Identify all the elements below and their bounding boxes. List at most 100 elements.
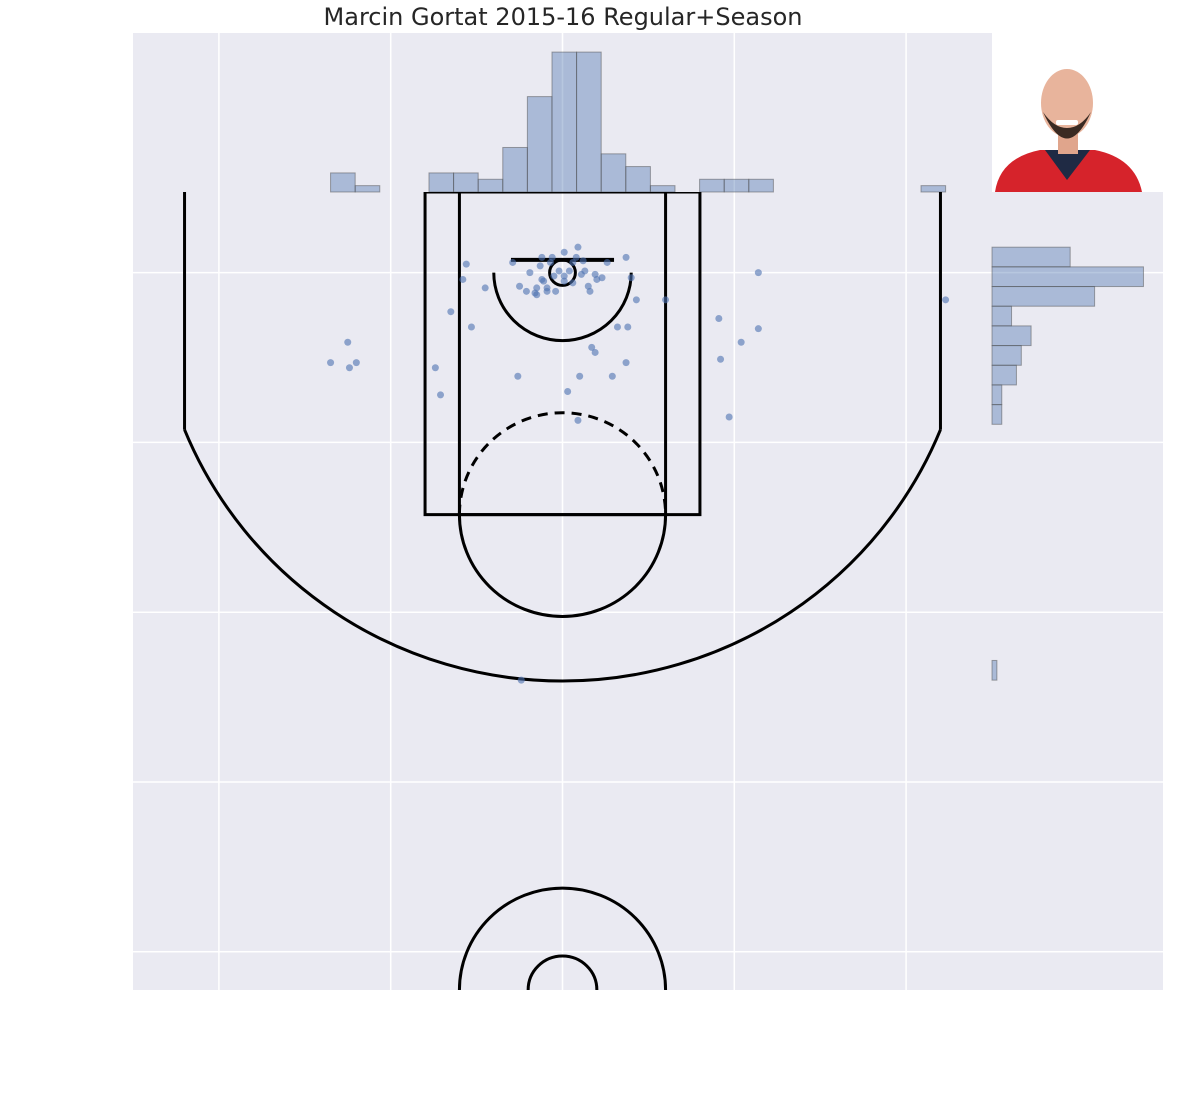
player-photo	[992, 33, 1163, 192]
free-throw-arc-dashed	[459, 413, 665, 515]
shot-point	[516, 282, 524, 290]
shot-point	[613, 323, 621, 331]
shot-point	[586, 287, 594, 295]
shot-point	[581, 267, 589, 275]
shot-point	[437, 391, 445, 399]
collar	[1045, 150, 1090, 180]
histograms	[330, 51, 1144, 681]
shot-point	[459, 275, 467, 283]
shot-point	[546, 258, 554, 266]
shot-point	[717, 355, 725, 363]
shot-point	[627, 274, 635, 282]
histogram-bar	[600, 153, 627, 193]
histogram-bar	[991, 266, 1144, 288]
histogram-bar	[920, 185, 947, 193]
histogram-bar	[991, 345, 1022, 366]
histogram-bar	[477, 178, 504, 193]
histogram-bar	[354, 185, 381, 193]
shot-point	[569, 258, 577, 266]
shot-point	[447, 308, 455, 316]
shot-point	[538, 253, 546, 261]
shot-point	[543, 284, 551, 292]
histogram-bar	[991, 404, 1003, 425]
shot-point	[481, 284, 489, 292]
shot-point	[565, 267, 573, 275]
histogram-bar	[649, 185, 676, 193]
shot-point	[555, 267, 563, 275]
shot-point	[327, 359, 335, 367]
court-clip	[185, 192, 941, 990]
restricted-area	[494, 273, 631, 341]
shot-point	[564, 388, 572, 395]
shot-point	[715, 314, 723, 322]
shot-point	[550, 272, 558, 280]
shot-point	[588, 343, 596, 351]
shot-point	[754, 325, 762, 333]
three-point-arc	[185, 430, 941, 681]
histogram-bar	[991, 325, 1032, 347]
shot-point	[533, 291, 541, 299]
shot-point	[536, 262, 544, 270]
shot-point	[538, 275, 546, 283]
histogram-bar	[502, 146, 528, 193]
shot-point	[591, 348, 599, 356]
shot-point	[569, 279, 577, 287]
shot-point	[754, 269, 762, 277]
center-circle-outer	[459, 888, 665, 990]
histogram-bar	[526, 96, 553, 193]
shot-point	[632, 296, 640, 304]
shot-point	[560, 248, 568, 256]
paint-inner	[459, 192, 665, 515]
shot-point	[526, 269, 534, 277]
shot-point	[552, 287, 560, 295]
shot-point	[942, 296, 950, 304]
histogram-bar	[991, 364, 1017, 386]
shot-point	[572, 253, 580, 261]
shot-point	[560, 272, 568, 280]
histogram-bar	[551, 51, 578, 193]
shot-point	[344, 338, 352, 346]
shot-point	[737, 338, 745, 346]
histogram-bar	[991, 384, 1003, 406]
shot-point	[560, 277, 568, 285]
shot-point	[517, 676, 525, 684]
shot-point	[522, 287, 530, 295]
histogram-bar	[330, 172, 356, 193]
shot-point	[622, 253, 630, 261]
shot-point	[622, 359, 630, 367]
histogram-bar	[991, 659, 998, 681]
grid	[133, 33, 1163, 990]
court	[185, 192, 941, 990]
shot-point	[576, 372, 584, 380]
shot-point	[662, 296, 670, 304]
shot-point	[725, 413, 733, 421]
histogram-bar	[625, 166, 651, 193]
shot-point	[509, 258, 517, 266]
shot-point	[608, 372, 616, 380]
histogram-bar	[428, 172, 455, 193]
shot-point	[624, 323, 632, 331]
shot-point	[467, 323, 475, 331]
shot-point	[574, 416, 582, 424]
shot-point	[462, 260, 470, 268]
shot-point	[345, 364, 353, 372]
shot-point	[431, 364, 439, 372]
shot-point	[574, 243, 582, 251]
shot-point	[514, 372, 522, 380]
histogram-bar	[576, 51, 602, 193]
shot-point	[352, 359, 360, 367]
histogram-bar	[748, 178, 774, 193]
histogram-bar	[991, 305, 1013, 327]
histogram-bar	[723, 178, 750, 193]
histogram-bar	[991, 246, 1071, 268]
beard	[1043, 112, 1091, 139]
shots	[327, 243, 950, 684]
center-circle-inner	[528, 956, 597, 990]
chart-title: Marcin Gortat 2015-16 Regular+Season	[324, 3, 803, 31]
shot-point	[579, 257, 587, 265]
shot-point	[533, 284, 541, 292]
shot-point	[603, 258, 611, 266]
shot-point	[598, 274, 606, 282]
